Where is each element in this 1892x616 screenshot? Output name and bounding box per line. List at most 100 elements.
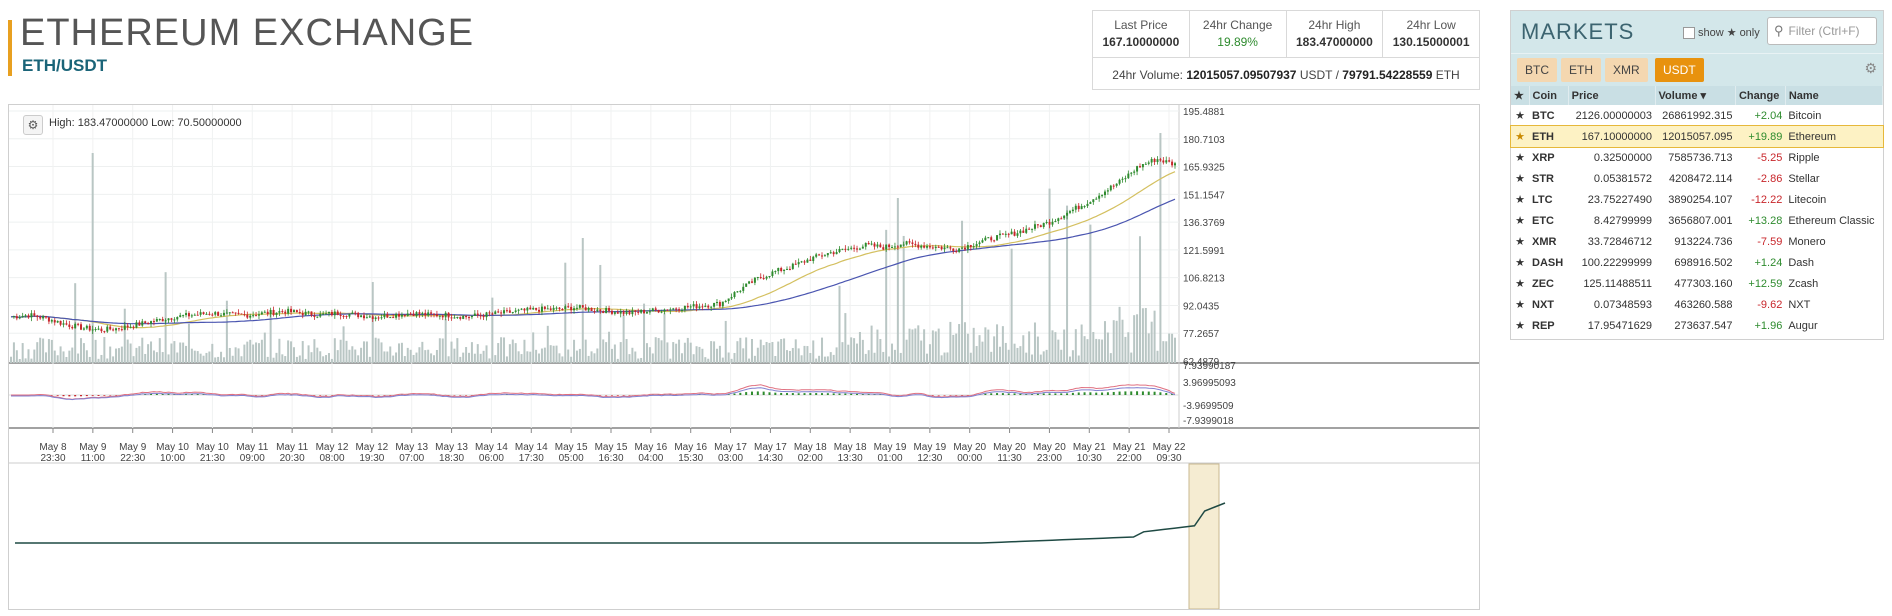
coin-column-header[interactable]: Coin [1529, 86, 1569, 105]
candle-body [526, 307, 529, 311]
candle-body [1063, 215, 1066, 219]
candle-body [934, 246, 937, 249]
volume-bar [803, 345, 806, 363]
favorite-star-icon[interactable]: ★ [1511, 126, 1529, 147]
market-row-dash[interactable]: ★ DASH 100.22299999 698916.502 +1.24 Dash [1511, 252, 1883, 273]
market-row-ltc[interactable]: ★ LTC 23.75227490 3890254.107 -12.22 Litecoin [1511, 189, 1883, 210]
candle-body [969, 245, 972, 248]
favorite-star-icon[interactable]: ★ [1515, 194, 1525, 206]
favorite-star-icon[interactable]: ★ [1515, 152, 1525, 164]
volume-bar [745, 337, 748, 363]
candle-body [1004, 233, 1007, 235]
candle-body [275, 312, 278, 316]
macd-histogram-bar [1083, 392, 1086, 395]
market-tab-eth[interactable]: ETH [1561, 58, 1601, 82]
favorite-star-icon[interactable]: ★ [1515, 320, 1525, 332]
show-favorites-checkbox[interactable] [1683, 26, 1695, 39]
time-axis-date: May 17 [714, 442, 747, 453]
time-axis-date: May 11 [236, 442, 268, 453]
market-row-rep[interactable]: ★ REP 17.95471629 273637.547 +1.96 Augur [1511, 315, 1883, 336]
macd-histogram-bar [774, 392, 777, 395]
candle-body [217, 312, 220, 316]
favorite-star-icon[interactable]: ★ [1515, 257, 1525, 269]
candle-body [742, 286, 745, 291]
candle-body [622, 311, 625, 314]
market-settings-gear-icon[interactable]: ⚙ [1864, 60, 1877, 76]
market-row-btc[interactable]: ★ BTC 2126.00000003 26861992.315 +2.04 Bitcoi… [1511, 105, 1883, 126]
time-axis-date: May 10 [156, 442, 189, 453]
coin-cell: XRP [1532, 151, 1555, 164]
candle-body [993, 240, 996, 242]
volume-bar [771, 341, 774, 363]
favorite-star-icon[interactable]: ★ [1515, 173, 1525, 185]
volume-bar [158, 338, 161, 363]
market-row-xrp[interactable]: ★ XRP 0.32500000 7585736.713 -5.25 Ripple [1511, 147, 1883, 168]
market-row-str[interactable]: ★ STR 0.05381572 4208472.114 -2.86 Stellar [1511, 168, 1883, 189]
market-row-etc[interactable]: ★ ETC 8.42799999 3656807.001 +13.28 Ethereum … [1511, 210, 1883, 231]
volume-bar [891, 343, 894, 363]
volume-bar [858, 331, 861, 363]
favorite-star-icon[interactable]: ★ [1515, 215, 1525, 227]
change-column-header[interactable]: Change [1735, 86, 1786, 105]
price-column-header[interactable]: Price [1568, 86, 1656, 105]
volume-column-header[interactable]: Volume ▾ [1655, 86, 1736, 105]
market-tab-btc[interactable]: BTC [1517, 58, 1557, 82]
name-column-header[interactable]: Name [1785, 86, 1884, 105]
candle-body [978, 242, 981, 245]
candle-body [952, 248, 955, 252]
volume-bar [637, 358, 640, 363]
last-price-label: Last Price [1114, 18, 1168, 32]
market-filter-input[interactable]: ⚲ Filter (Ctrl+F) [1767, 17, 1877, 45]
volume-bar [185, 345, 188, 363]
candle-body [575, 307, 578, 309]
candle-body [301, 312, 304, 316]
candle-body [1118, 179, 1121, 184]
volume-bar [138, 346, 141, 363]
market-tab-xmr[interactable]: XMR [1605, 58, 1648, 82]
show-favorites-toggle[interactable]: show ★ only [1683, 26, 1760, 39]
candle-body [966, 245, 969, 250]
volume-bar [704, 357, 707, 363]
volume-cell: 3656807.001 [1668, 214, 1733, 227]
volume-bar [252, 344, 255, 363]
volume-bar [360, 347, 363, 363]
volume-bar [155, 352, 158, 363]
star-column-header[interactable]: ★ [1511, 86, 1530, 105]
star-icon: ★ [1726, 27, 1737, 39]
favorite-star-icon[interactable]: ★ [1515, 299, 1525, 311]
candle-body [1068, 211, 1071, 213]
candle-body [1048, 221, 1051, 225]
volume-bar [47, 339, 50, 363]
volume-bar [1031, 354, 1034, 363]
market-row-xmr[interactable]: ★ XMR 33.72846712 913224.736 -7.59 Monero [1511, 231, 1883, 252]
volume-bar [590, 351, 593, 363]
candle-body [1133, 171, 1136, 173]
market-row-zec[interactable]: ★ ZEC 125.11488511 477303.160 +12.59 Zcash [1511, 273, 1883, 294]
favorite-star-icon[interactable]: ★ [1515, 278, 1525, 290]
volume-bar [164, 272, 167, 363]
volume-bar [1025, 352, 1028, 363]
favorite-star-icon[interactable]: ★ [1515, 236, 1525, 248]
macd-histogram-bar [68, 395, 71, 397]
market-row-eth[interactable]: ★ ETH 167.10000000 12015057.095 +19.89 Ethere… [1510, 125, 1884, 148]
candle-body [193, 314, 196, 316]
volume-bar [196, 351, 199, 363]
candle-body [666, 309, 669, 311]
chart-settings-gear-icon[interactable]: ⚙ [23, 115, 43, 135]
volume-cell: 12015057.095 [1655, 126, 1736, 147]
volume-bar [345, 340, 348, 363]
volume-bar [193, 350, 196, 363]
volume-bar [809, 353, 812, 363]
chart-canvas[interactable]: 195.4881 180.7103 165.9325 151.1547 136.3769… [9, 105, 1479, 610]
market-row-nxt[interactable]: ★ NXT 0.07348593 463260.588 -9.62 NXT [1511, 294, 1883, 315]
favorite-star-icon[interactable]: ★ [1515, 110, 1525, 122]
price-chart[interactable]: 195.4881 180.7103 165.9325 151.1547 136.3769… [8, 104, 1480, 610]
market-tab-usdt[interactable]: USDT [1655, 58, 1704, 82]
candle-body [858, 248, 861, 250]
volume-bar [613, 344, 616, 363]
candle-body [975, 244, 978, 247]
volume-bar [1051, 330, 1054, 363]
candle-body [669, 309, 672, 311]
volume-bar [1054, 332, 1057, 363]
macd-histogram-bar [943, 395, 946, 396]
